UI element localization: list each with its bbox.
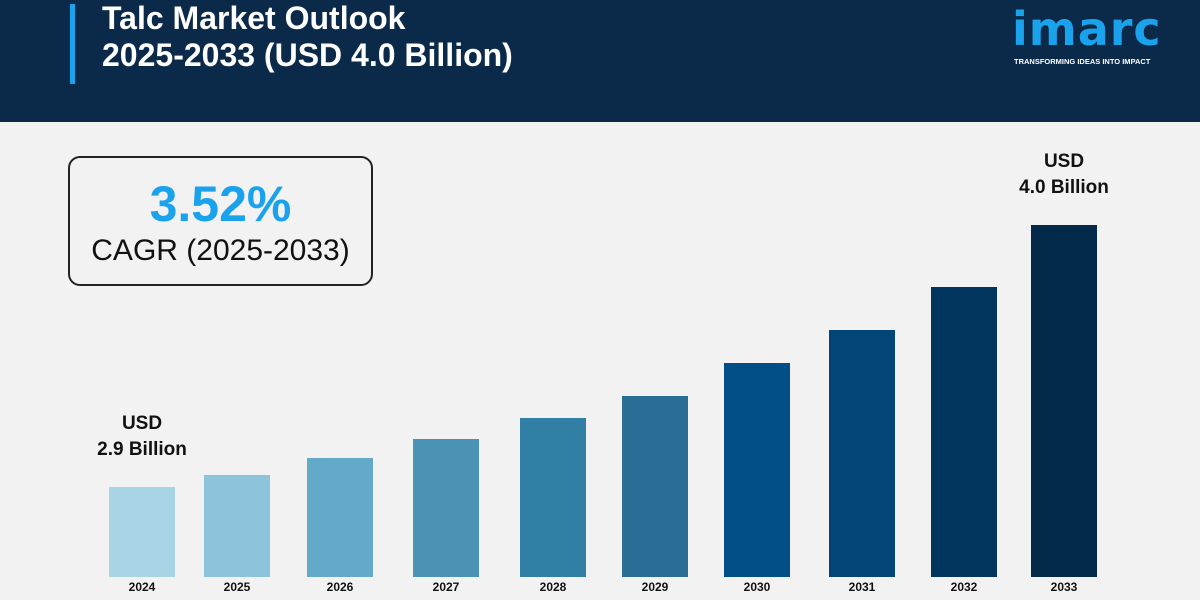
x-tick-label: 2029 <box>641 580 669 594</box>
page-title: Talc Market Outlook 2025-2033 (USD 4.0 B… <box>102 0 513 74</box>
bar-2030 <box>724 362 790 577</box>
bar-2029 <box>622 396 688 577</box>
value-label-2024: USD 2.9 Billion <box>97 412 187 460</box>
x-tick-label: 2024 <box>128 580 156 594</box>
bar-2031 <box>829 329 895 577</box>
cagr-label: CAGR (2025-2033) <box>91 234 350 267</box>
cagr-box: 3.52% CAGR (2025-2033) <box>68 156 373 286</box>
bar-2025 <box>204 474 270 577</box>
x-tick-label: 2025 <box>223 580 251 594</box>
title-line-1: Talc Market Outlook <box>102 0 406 36</box>
header-banner: Talc Market Outlook 2025-2033 (USD 4.0 B… <box>0 0 1200 122</box>
x-tick-label: 2033 <box>1050 580 1078 594</box>
logo-tagline: TRANSFORMING IDEAS INTO IMPACT <box>1014 57 1151 66</box>
bar-2028 <box>520 417 586 577</box>
accent-bar <box>70 4 75 84</box>
bar-2027 <box>413 439 479 577</box>
value-label-2033: USD 4.0 Billion <box>1019 151 1109 198</box>
x-tick-label: 2031 <box>848 580 876 594</box>
bar-2033 <box>1031 225 1097 577</box>
cagr-value: 3.52% <box>149 176 292 232</box>
x-tick-label: 2030 <box>743 580 771 594</box>
bar-2032 <box>931 286 997 577</box>
title-line-2: 2025-2033 (USD 4.0 Billion) <box>102 37 513 73</box>
x-tick-label: 2028 <box>539 580 567 594</box>
x-tick-label: 2026 <box>326 580 354 594</box>
x-tick-label: 2032 <box>950 580 978 594</box>
imarc-logo: imarc TRANSFORMING IDEAS INTO IMPACT <box>1012 0 1162 70</box>
bar-2024 <box>109 486 175 577</box>
bar-2026 <box>307 458 373 577</box>
logo-word: imarc <box>1012 2 1162 56</box>
x-tick-label: 2027 <box>432 580 460 594</box>
